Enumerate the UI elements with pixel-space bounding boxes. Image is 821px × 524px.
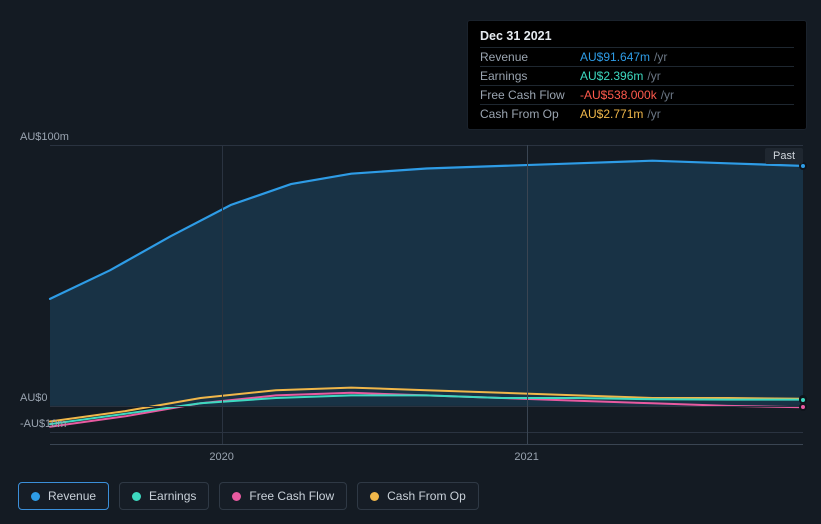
legend-item-label: Revenue [48, 489, 96, 503]
tooltip-row-value: AU$2.771m [580, 107, 643, 121]
y-axis-label: AU$0 [20, 392, 80, 404]
legend-dot-icon [132, 492, 141, 501]
tooltip-row-unit: /yr [647, 107, 660, 121]
legend-item-cash_from_op[interactable]: Cash From Op [357, 482, 479, 510]
x-gridline [222, 145, 223, 444]
legend-item-label: Cash From Op [387, 489, 466, 503]
plot-area[interactable]: AU$100mAU$0-AU$10m20202021 [50, 145, 803, 445]
tooltip-row: RevenueAU$91.647m/yr [480, 47, 794, 66]
x-axis-label: 2021 [514, 451, 538, 463]
tooltip-row-label: Earnings [480, 69, 580, 83]
legend-item-earnings[interactable]: Earnings [119, 482, 209, 510]
past-flag: Past [765, 148, 803, 164]
y-axis-label: AU$100m [20, 131, 80, 143]
series-area-revenue [50, 161, 803, 406]
x-axis-label: 2020 [209, 451, 233, 463]
tooltip-row-value: AU$2.396m [580, 69, 643, 83]
tooltip-date: Dec 31 2021 [480, 29, 794, 43]
tooltip-row-value: AU$91.647m [580, 50, 650, 64]
legend-dot-icon [232, 492, 241, 501]
hover-tooltip: Dec 31 2021 RevenueAU$91.647m/yrEarnings… [467, 20, 807, 130]
y-gridline [50, 406, 803, 407]
series-endpoint-earnings [799, 396, 807, 404]
tooltip-row: Cash From OpAU$2.771m/yr [480, 104, 794, 123]
legend-dot-icon [370, 492, 379, 501]
tooltip-row-unit: /yr [661, 88, 674, 102]
legend-item-free_cash_flow[interactable]: Free Cash Flow [219, 482, 347, 510]
tooltip-row-label: Cash From Op [480, 107, 580, 121]
tooltip-row-unit: /yr [654, 50, 667, 64]
hover-guideline [527, 145, 528, 444]
chart-lines [50, 145, 803, 445]
y-gridline [50, 145, 803, 146]
legend-dot-icon [31, 492, 40, 501]
legend-item-label: Free Cash Flow [249, 489, 334, 503]
tooltip-row-unit: /yr [647, 69, 660, 83]
y-axis-label: -AU$10m [20, 418, 80, 430]
series-endpoint-free_cash_flow [799, 403, 807, 411]
tooltip-row: Free Cash Flow-AU$538.000k/yr [480, 85, 794, 104]
tooltip-row-label: Free Cash Flow [480, 88, 580, 102]
tooltip-row: EarningsAU$2.396m/yr [480, 66, 794, 85]
legend-item-label: Earnings [149, 489, 196, 503]
y-gridline [50, 432, 803, 433]
tooltip-row-label: Revenue [480, 50, 580, 64]
tooltip-row-value: -AU$538.000k [580, 88, 657, 102]
legend: Revenue Earnings Free Cash Flow Cash From O… [18, 482, 479, 510]
legend-item-revenue[interactable]: Revenue [18, 482, 109, 510]
